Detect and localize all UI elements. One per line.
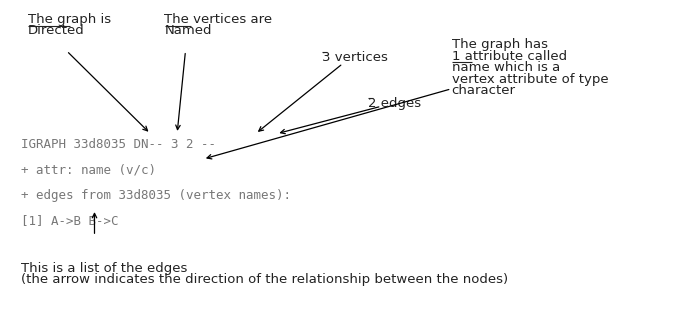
Text: The vertices are: The vertices are xyxy=(164,13,272,26)
Text: vertex attribute of type: vertex attribute of type xyxy=(452,73,608,86)
Text: character: character xyxy=(452,84,515,97)
Text: The graph is: The graph is xyxy=(28,13,111,26)
Text: IGRAPH 33d8035 DN-- 3 2 --: IGRAPH 33d8035 DN-- 3 2 -- xyxy=(21,138,216,151)
Text: Directed: Directed xyxy=(28,24,85,37)
Text: name which is a: name which is a xyxy=(452,61,560,74)
Text: This is a list of the edges: This is a list of the edges xyxy=(21,262,188,275)
Text: Named: Named xyxy=(164,24,212,37)
Text: + attr: name (v/c): + attr: name (v/c) xyxy=(21,163,156,176)
Text: 2 edges: 2 edges xyxy=(368,97,421,110)
Text: + edges from 33d8035 (vertex names):: + edges from 33d8035 (vertex names): xyxy=(21,189,291,202)
Text: [1] A->B B->C: [1] A->B B->C xyxy=(21,214,118,227)
Text: 1 attribute called: 1 attribute called xyxy=(452,49,566,62)
Text: The graph has: The graph has xyxy=(452,38,547,51)
Text: 3 vertices: 3 vertices xyxy=(322,51,388,64)
Text: (the arrow indicates the direction of the relationship between the nodes): (the arrow indicates the direction of th… xyxy=(21,273,508,286)
